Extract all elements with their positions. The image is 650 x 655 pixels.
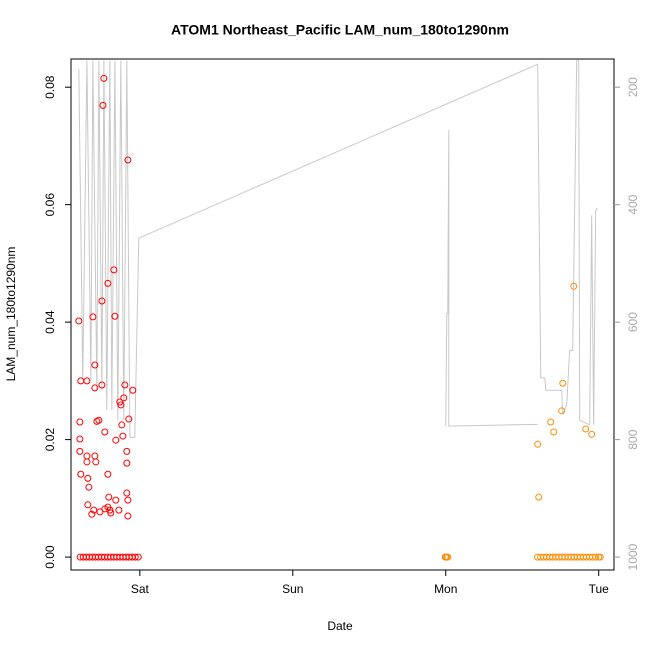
y-tick-label: 0.00: [43, 545, 57, 569]
data-point: [550, 428, 558, 436]
data-point: [75, 317, 83, 325]
data-point: [123, 489, 131, 497]
y-tick-label: 0.08: [43, 75, 57, 99]
data-point: [125, 415, 133, 423]
data-point: [547, 418, 555, 426]
data-point: [85, 483, 93, 491]
data-point: [558, 407, 566, 415]
data-point: [124, 496, 132, 504]
data-point: [89, 313, 97, 321]
data-point: [91, 452, 99, 460]
x-tick-label: Sat: [131, 582, 150, 596]
data-point: [84, 501, 92, 509]
data-point: [100, 74, 108, 82]
data-point: [112, 436, 120, 444]
data-point: [121, 381, 129, 389]
y-tick-label: 0.02: [43, 428, 57, 452]
line-layer: [78, 60, 598, 438]
data-point: [111, 312, 119, 320]
data-point: [104, 470, 112, 478]
y2-tick-label: 400: [626, 194, 640, 214]
data-point: [115, 506, 123, 514]
data-point: [120, 394, 128, 402]
data-point: [596, 553, 604, 561]
data-point: [118, 421, 126, 429]
data-point: [77, 377, 85, 385]
data-point: [588, 430, 596, 438]
data-point: [124, 156, 132, 164]
data-point: [98, 297, 106, 305]
data-point: [101, 428, 109, 436]
y2-tick-label: 200: [626, 77, 640, 97]
data-point: [131, 553, 139, 561]
data-point: [559, 379, 567, 387]
data-point: [110, 266, 118, 274]
data-point: [76, 435, 84, 443]
data-point: [592, 553, 600, 561]
data-point: [76, 447, 84, 455]
data-point: [92, 458, 100, 466]
point-layer: [75, 74, 604, 561]
data-point: [534, 440, 542, 448]
data-point: [119, 432, 127, 440]
data-point: [76, 418, 84, 426]
data-point: [104, 279, 112, 287]
chart-title: ATOM1 Northeast_Pacific LAM_num_180to129…: [171, 22, 509, 38]
y2-tick-label: 1000: [626, 543, 640, 570]
x-tick-label: Sun: [282, 582, 303, 596]
data-point: [90, 506, 98, 514]
data-point: [83, 458, 91, 466]
data-point: [88, 510, 96, 518]
data-point: [112, 496, 120, 504]
data-point: [77, 470, 85, 478]
data-point: [101, 505, 109, 513]
data-point: [83, 377, 91, 385]
y2-tick-label: 800: [626, 429, 640, 449]
x-axis-label: Date: [327, 619, 353, 633]
data-point: [116, 398, 124, 406]
data-point: [582, 425, 590, 433]
y2-tick-label: 600: [626, 312, 640, 332]
data-point: [91, 361, 99, 369]
data-point: [95, 416, 103, 424]
data-point: [107, 509, 115, 517]
data-point: [535, 493, 543, 501]
data-point: [444, 553, 452, 561]
y-axis-label: LAM_num_180to1290nm: [4, 247, 18, 382]
data-point: [106, 506, 114, 514]
y-tick-label: 0.06: [43, 193, 57, 217]
data-point: [123, 447, 131, 455]
data-point: [105, 493, 113, 501]
data-point: [134, 553, 142, 561]
data-point: [99, 101, 107, 109]
data-point: [129, 386, 137, 394]
data-point: [124, 512, 132, 520]
data-point: [91, 384, 99, 392]
data-point: [98, 381, 106, 389]
y-tick-label: 0.04: [43, 310, 57, 334]
x-tick-label: Mon: [434, 582, 457, 596]
plot-frame: [70, 58, 615, 571]
data-point: [570, 282, 578, 290]
data-point: [123, 459, 131, 467]
pressure-line: [78, 60, 598, 438]
data-point: [117, 401, 125, 409]
x-tick-label: Tue: [589, 582, 610, 596]
data-point: [84, 474, 92, 482]
data-point: [83, 452, 91, 460]
